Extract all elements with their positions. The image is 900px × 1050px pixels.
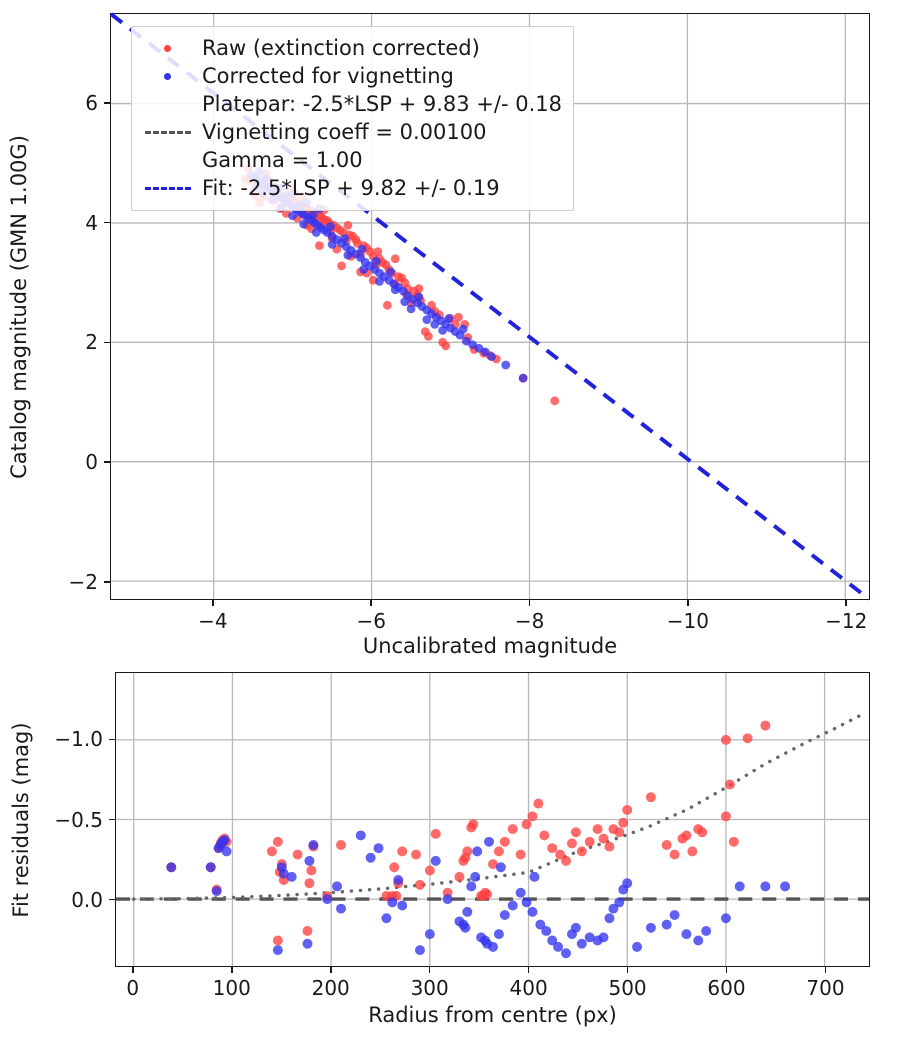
- legend-entry: Fit: -2.5*LSP + 9.82 +/- 0.19: [143, 174, 562, 202]
- mag-xtick-label: −8: [514, 609, 545, 633]
- res-ytick: [109, 738, 115, 741]
- mag-xtick-label: −12: [825, 609, 868, 633]
- mag-xtick: [528, 600, 531, 606]
- res-xtick: [428, 967, 431, 973]
- legend-marker-dashed-line-icon: [145, 130, 191, 134]
- mag-xtick: [687, 600, 689, 606]
- legend-entry: Gamma = 1.00: [143, 146, 562, 174]
- legend-label: Fit: -2.5*LSP + 9.82 +/- 0.19: [202, 175, 500, 200]
- mag-ytick: [104, 221, 110, 224]
- legend-key-line: [143, 177, 193, 199]
- mag-ytick: [104, 341, 110, 344]
- legend-label: Corrected for vignetting: [202, 63, 454, 88]
- legend-label: Vignetting coeff = 0.00100: [202, 119, 487, 144]
- res-xtick-label: 0: [126, 976, 140, 1000]
- mag-ytick-label: 0: [85, 450, 98, 475]
- fit-residuals-plot: [115, 672, 870, 967]
- mag-xtick: [845, 600, 848, 606]
- legend-label: Raw (extinction corrected): [202, 35, 480, 60]
- fit-residuals-canvas: [116, 673, 869, 966]
- res-xtick: [725, 967, 728, 973]
- mag-xtick-label: −4: [198, 609, 228, 633]
- legend-marker-dot-icon: [164, 44, 171, 52]
- res-xtick: [527, 967, 530, 973]
- res-ytick-label: 0.0: [71, 887, 103, 912]
- legend-marker-dashed-line-icon: [145, 186, 191, 190]
- legend-label: Gamma = 1.00: [202, 147, 363, 172]
- mag-yaxis-title: Catalog magnitude (GMN 1.00G): [7, 134, 31, 479]
- legend-key-line: [143, 121, 193, 143]
- res-xtick-label: 300: [410, 976, 449, 1000]
- legend: Raw (extinction corrected) Corrected for …: [131, 26, 574, 211]
- res-ytick: [109, 898, 115, 901]
- mag-ytick: [104, 461, 110, 464]
- mag-ytick-label: 2: [85, 330, 98, 355]
- res-xtick-label: 700: [806, 976, 845, 1000]
- legend-entry: Platepar: -2.5*LSP + 9.83 +/- 0.18: [143, 90, 562, 118]
- mag-xtick-label: −6: [356, 609, 386, 633]
- res-xtick: [824, 967, 827, 973]
- mag-xaxis-title: Uncalibrated magnitude: [362, 634, 618, 658]
- legend-key-empty: [143, 93, 193, 115]
- res-xtick-label: 600: [707, 976, 746, 1000]
- legend-key-marker: [143, 65, 193, 87]
- res-xtick-label: 200: [311, 976, 350, 1000]
- res-xtick: [132, 967, 134, 973]
- legend-key-empty: [143, 149, 193, 171]
- mag-xtick: [370, 600, 373, 606]
- mag-ytick: [104, 102, 110, 104]
- res-xtick-label: 500: [608, 976, 647, 1000]
- legend-marker-dot-icon: [164, 72, 171, 80]
- res-xtick: [626, 967, 629, 973]
- legend-key-marker: [143, 37, 193, 59]
- series-corrected: [166, 830, 791, 959]
- mag-ytick-label: 6: [85, 90, 98, 115]
- mag-ytick-label: 4: [85, 210, 98, 235]
- mag-xtick: [212, 600, 214, 606]
- legend-entry: Raw (extinction corrected): [143, 34, 562, 62]
- res-ytick: [109, 818, 115, 821]
- res-xtick-label: 400: [509, 976, 548, 1000]
- res-xaxis-title: Radius from centre (px): [368, 1003, 617, 1027]
- res-ytick-label: −1.0: [54, 727, 103, 752]
- res-xtick-label: 100: [212, 976, 251, 1000]
- res-xtick: [329, 967, 332, 973]
- res-ytick-label: −0.5: [54, 807, 103, 832]
- mag-ytick: [104, 581, 110, 583]
- mag-ytick-label: −2: [68, 570, 98, 595]
- res-yaxis-title: Fit residuals (mag): [9, 721, 33, 918]
- legend-entry: Corrected for vignetting: [143, 62, 562, 90]
- legend-entry: Vignetting coeff = 0.00100: [143, 118, 562, 146]
- mag-xtick-label: −10: [666, 609, 710, 633]
- res-xtick: [230, 967, 233, 973]
- legend-label: Platepar: -2.5*LSP + 9.83 +/- 0.18: [202, 91, 562, 116]
